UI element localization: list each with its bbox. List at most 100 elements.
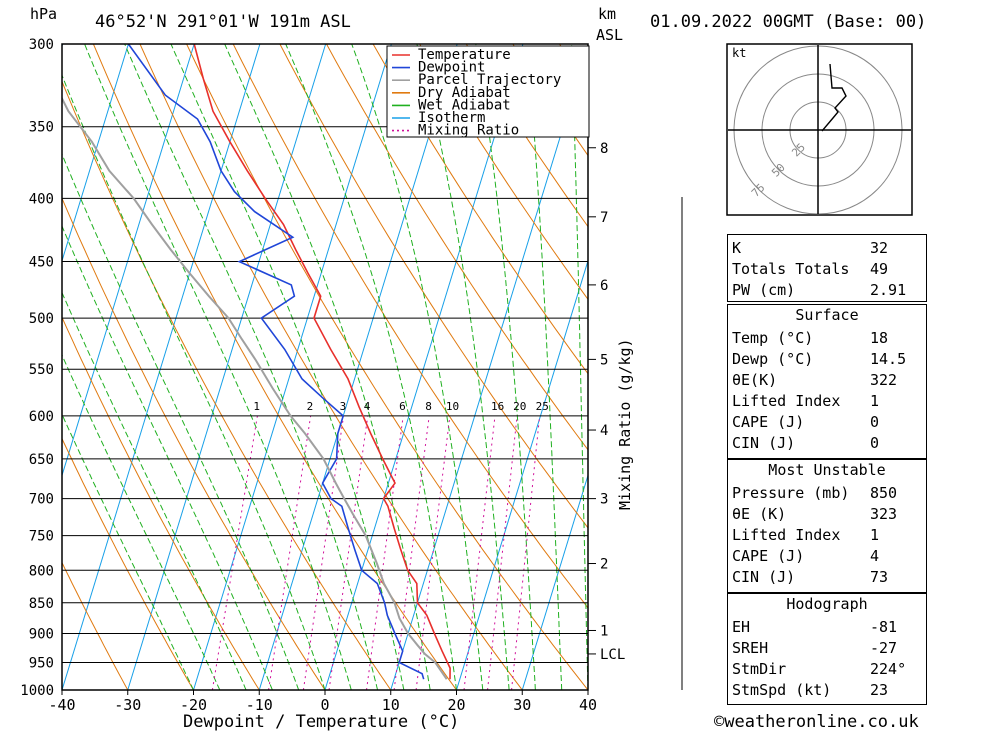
legend-label: Temperature <box>418 47 511 63</box>
isotherm-line <box>258 44 458 690</box>
km-label: km <box>598 5 616 23</box>
pressure-tick-label: 850 <box>29 596 54 612</box>
pressure-tick-label: 300 <box>29 37 54 53</box>
x-tick-label: 10 <box>382 696 400 714</box>
mixing-ratio-label: 3 <box>340 400 347 413</box>
info-label: EH <box>732 617 751 636</box>
isotherm-line <box>390 44 588 690</box>
info-row: Lifted Index 1 <box>728 524 926 545</box>
mixing-ratio-label: 1 <box>253 400 260 413</box>
pressure-tick-label: 650 <box>29 452 54 468</box>
info-row: CIN (J) 73 <box>728 566 926 587</box>
pressure-tick-label: 450 <box>29 255 54 271</box>
info-row: SREH -27 <box>728 637 926 658</box>
info-label: StmSpd (kt) <box>732 680 832 699</box>
info-value: 224° <box>870 659 907 678</box>
info-label: CIN (J) <box>732 567 796 586</box>
info-row: Lifted Index 1 <box>728 390 926 411</box>
mixing-ratio-line <box>415 415 451 690</box>
pressure-tick-label: 550 <box>29 362 54 378</box>
isotherm-line <box>324 44 524 690</box>
info-label: Lifted Index <box>732 391 841 410</box>
info-value: 18 <box>870 328 889 347</box>
info-label: K <box>732 238 742 257</box>
info-row: Temp (°C) 18 <box>728 327 926 348</box>
info-label: SREH <box>732 638 769 657</box>
info-label: CAPE (J) <box>732 412 805 431</box>
mixing-ratio-label: 10 <box>446 400 459 413</box>
isotherm-line <box>127 44 327 690</box>
km-tick-label: 7 <box>600 210 608 226</box>
isotherm-line <box>62 44 129 263</box>
info-label: Totals Totals <box>732 259 850 278</box>
isotherm-line <box>456 259 588 690</box>
wet-adiabat-line <box>526 44 563 690</box>
legend-label: Parcel Trajectory <box>418 72 561 88</box>
info-label: Lifted Index <box>732 525 841 544</box>
info-label: θE (K) <box>732 504 787 523</box>
dry-adiabat-line <box>932 44 1000 690</box>
pressure-tick-label: 600 <box>29 409 54 425</box>
mixing-ratio-line <box>302 415 345 690</box>
dry-adiabat-line <box>372 44 588 375</box>
x-tick-label: -10 <box>246 696 273 714</box>
mixing-ratio-line <box>463 415 496 690</box>
mixing-ratio-line <box>366 415 404 690</box>
info-value: 73 <box>870 567 889 586</box>
wet-adiabat-line <box>416 44 510 690</box>
info-label: Pressure (mb) <box>732 483 850 502</box>
most-unstable-title: Most Unstable <box>768 461 886 479</box>
pressure-tick-label: 750 <box>29 529 54 545</box>
info-value: 49 <box>870 259 889 278</box>
x-tick-label: 0 <box>320 696 329 714</box>
x-tick-label: -30 <box>114 696 141 714</box>
info-row: Dewp (°C) 14.5 <box>728 348 926 369</box>
legend-label: Dewpoint <box>418 60 485 76</box>
dry-adiabat-line <box>279 44 588 529</box>
mixing-ratio-axis-label: Mixing Ratio (g/kg) <box>616 338 634 510</box>
hpa-label: hPa <box>30 5 57 23</box>
x-tick-label: 40 <box>579 696 597 714</box>
info-value: -81 <box>870 617 898 636</box>
pressure-tick-label: 950 <box>29 655 54 671</box>
mixing-ratio-label: 2 <box>307 400 314 413</box>
km-tick-label: 2 <box>600 557 608 573</box>
copyright: ©weatheronline.co.uk <box>714 712 919 732</box>
x-tick-label: -20 <box>180 696 207 714</box>
mixing-ratio-line <box>511 415 541 690</box>
x-axis-label: Dewpoint / Temperature (°C) <box>183 712 459 732</box>
info-label: θE(K) <box>732 370 778 389</box>
info-row: θE(K) 322 <box>728 369 926 390</box>
info-label: PW (cm) <box>732 280 796 299</box>
wet-adiabat-line <box>475 44 536 690</box>
mixing-ratio-label: 20 <box>513 400 526 413</box>
wet-adiabat-line <box>62 153 300 690</box>
datetime-title: 01.09.2022 00GMT (Base: 00) <box>650 12 926 32</box>
info-row: EH -81 <box>728 616 926 637</box>
info-row: θE (K) 323 <box>728 503 926 524</box>
info-row: CAPE (J) 4 <box>728 545 926 566</box>
info-value: 1 <box>870 525 880 544</box>
info-label: CAPE (J) <box>732 546 805 565</box>
mixing-ratio-label: 16 <box>491 400 504 413</box>
info-value: -27 <box>870 638 898 657</box>
wet-adiabat-line <box>124 44 379 690</box>
info-value: 2.91 <box>870 280 907 299</box>
series-parcel-trajectory <box>62 96 448 680</box>
info-row: CIN (J) 0 <box>728 432 926 453</box>
info-value: 32 <box>870 238 889 257</box>
km-tick-label: 6 <box>600 278 608 294</box>
isotherm-line <box>62 44 261 690</box>
mixing-ratio-label: 6 <box>399 400 406 413</box>
series-dewpoint <box>127 44 425 680</box>
info-row: StmSpd (kt) 23 <box>728 679 926 700</box>
hodograph-table-title: Hodograph <box>786 595 868 613</box>
pressure-tick-label: 1000 <box>20 683 54 699</box>
info-row: CAPE (J) 0 <box>728 411 926 432</box>
mixing-ratio-label: 4 <box>364 400 371 413</box>
x-tick-label: 20 <box>447 696 465 714</box>
pressure-tick-label: 700 <box>29 492 54 508</box>
